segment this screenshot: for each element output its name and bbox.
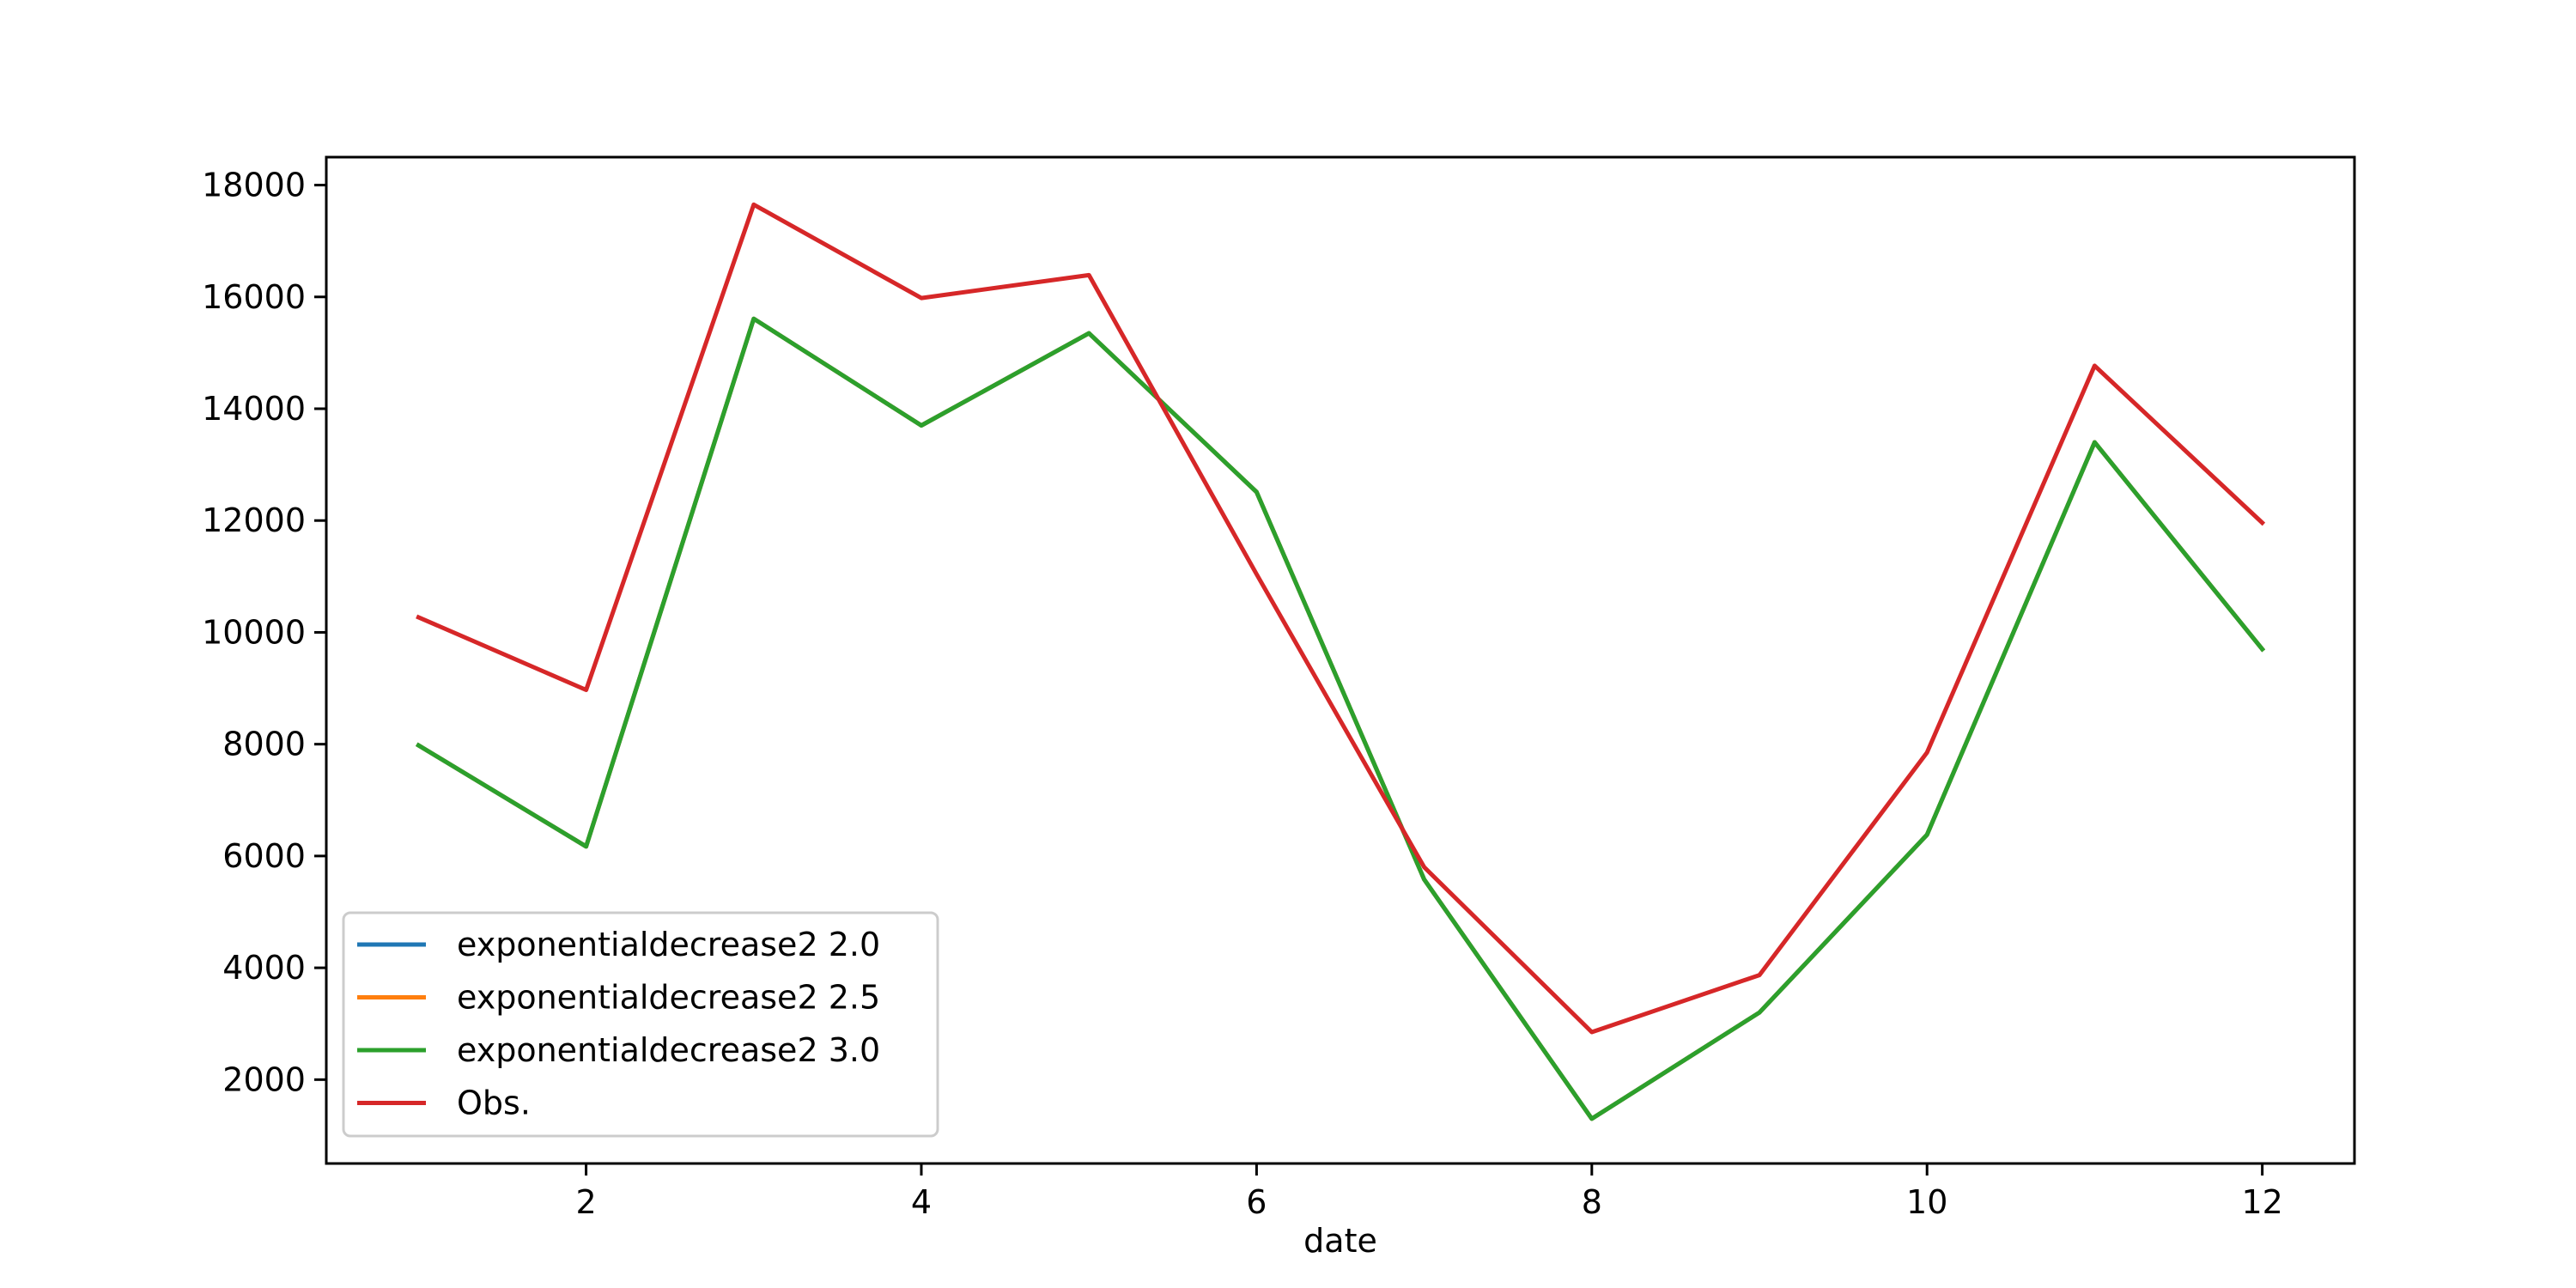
- series-line-4: [416, 202, 2266, 1035]
- y-tick-label: 4000: [222, 949, 306, 987]
- x-tick-label: 4: [911, 1183, 932, 1221]
- y-tick-label: 14000: [202, 390, 306, 428]
- x-tick-label: 2: [575, 1183, 596, 1221]
- y-axis: 2000 4000 6000 8000 10000 12000 14000 16000 1800…: [202, 167, 326, 1098]
- y-tick-label: 12000: [202, 501, 306, 539]
- legend-label: exponentialdecrease2 2.0: [457, 926, 880, 963]
- y-tick-label: 16000: [202, 278, 306, 316]
- legend-box: [342, 911, 939, 1138]
- y-tick-label: 8000: [222, 726, 306, 763]
- x-tick-label: 6: [1246, 1183, 1267, 1221]
- x-axis-label: date: [1303, 1222, 1377, 1260]
- x-tick-label: 12: [2241, 1183, 2282, 1221]
- y-tick-label: 6000: [222, 837, 306, 875]
- y-tick-label: 2000: [222, 1060, 306, 1098]
- x-axis: 2 4 6 8 10 12: [575, 1163, 2283, 1221]
- x-tick-label: 10: [1906, 1183, 1947, 1221]
- plot-area-frame: [325, 155, 2356, 1165]
- legend: exponentialdecrease2 2.0 exponentialdecre…: [342, 911, 939, 1138]
- series-layer: [415, 202, 2266, 1121]
- legend-label: Obs.: [457, 1084, 531, 1122]
- y-tick-label: 10000: [202, 613, 306, 651]
- legend-label: exponentialdecrease2 2.5: [457, 979, 880, 1017]
- y-tick-label: 18000: [202, 167, 306, 204]
- series-line-3: [415, 316, 2266, 1121]
- legend-label: exponentialdecrease2 3.0: [457, 1031, 880, 1069]
- x-tick-label: 8: [1582, 1183, 1602, 1221]
